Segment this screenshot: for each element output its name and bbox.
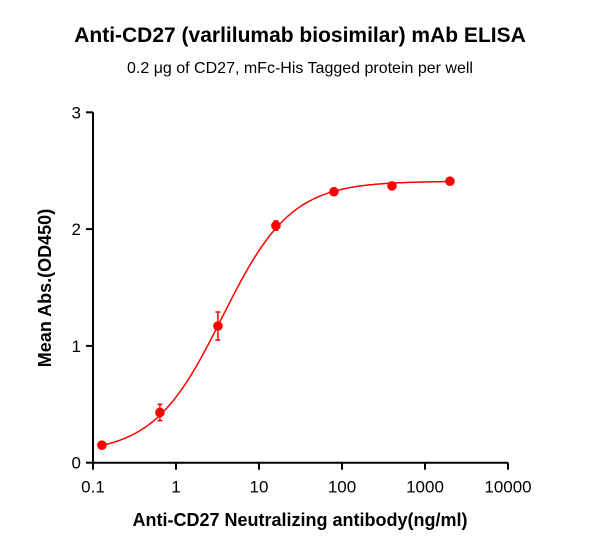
x-tick-label: 1000: [406, 478, 444, 497]
data-point: [445, 176, 455, 187]
data-point: [271, 220, 281, 231]
x-axis-label: Anti-CD27 Neutralizing antibody(ng/ml): [133, 510, 468, 530]
data-point: [329, 186, 339, 197]
x-tick-label: 10: [250, 478, 269, 497]
y-tick-label: 3: [72, 103, 81, 122]
x-tick-label: 10000: [484, 478, 531, 497]
chart-subtitle: 0.2 μg of CD27, mFc-His Tagged protein p…: [127, 60, 473, 77]
y-axis-label: Mean Abs.(OD450): [35, 209, 55, 367]
data-point: [155, 407, 165, 418]
chart-title: Anti-CD27 (varlilumab biosimilar) mAb EL…: [74, 24, 526, 47]
y-tick-label: 0: [72, 454, 81, 473]
x-tick-label: 100: [328, 478, 356, 497]
y-tick-label: 1: [72, 337, 81, 356]
data-point: [387, 181, 397, 191]
x-tick-label: 1: [171, 478, 180, 497]
y-tick-label: 2: [72, 220, 81, 239]
data-point: [97, 440, 107, 450]
x-tick-label: 0.1: [81, 478, 105, 497]
data-point: [213, 321, 223, 331]
